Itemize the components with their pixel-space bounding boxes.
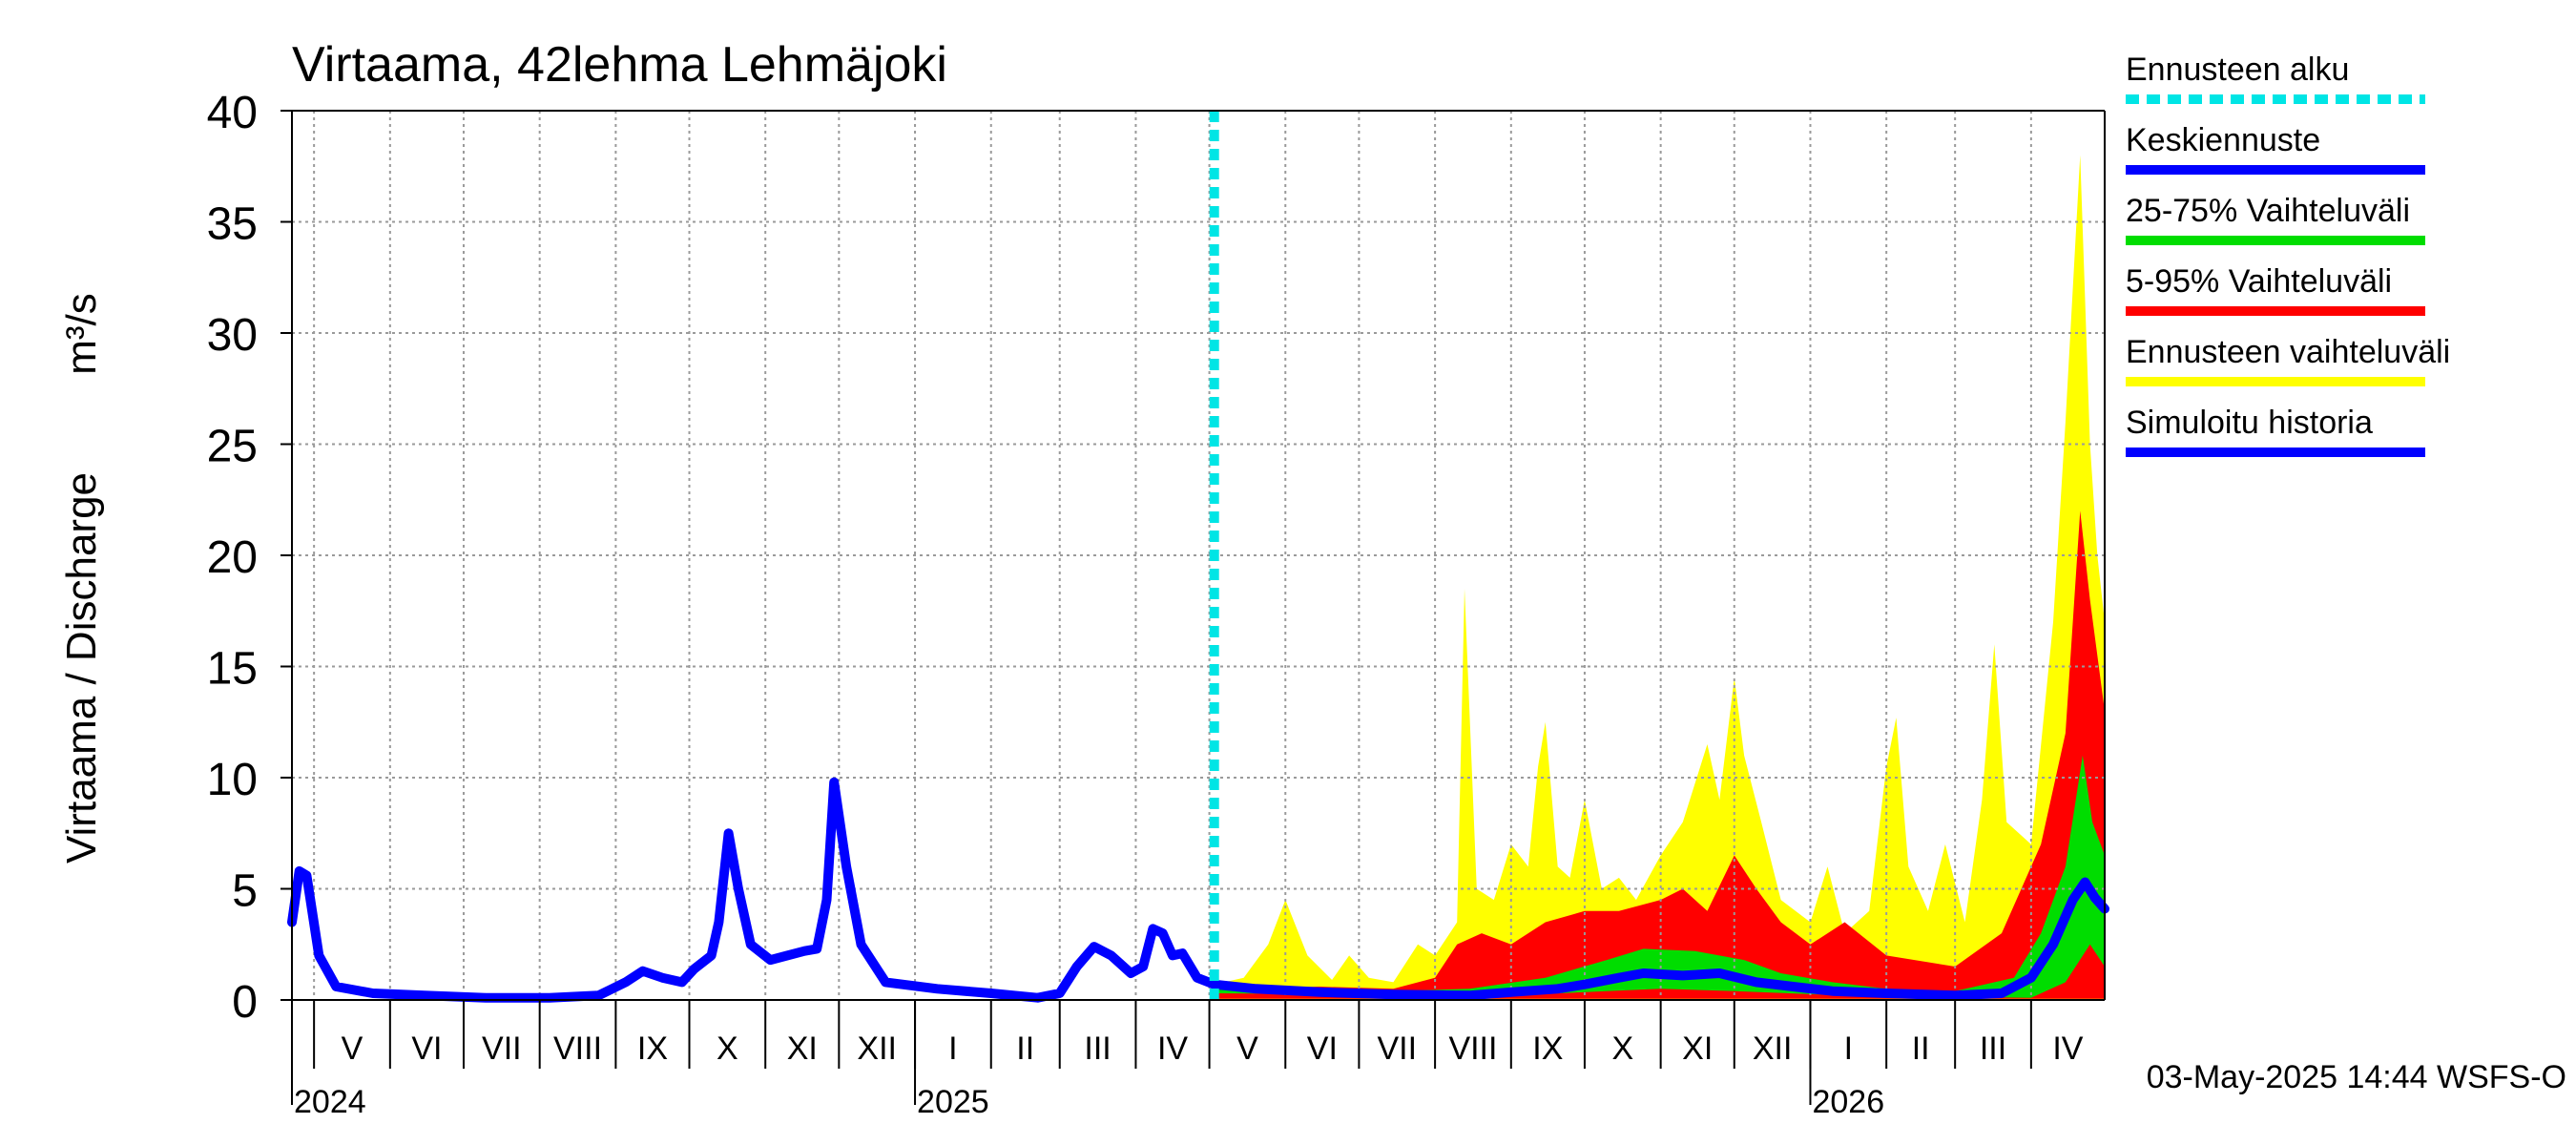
y-axis-unit: m³/s [58,293,105,375]
y-tick-label-3: 15 [207,644,258,695]
series-line-0 [287,777,1219,1003]
series-line-1 [1209,877,2109,1001]
month-label-5: X [717,1030,738,1067]
month-label-2: VII [482,1030,522,1067]
year-label-0: 2024 [294,1084,366,1120]
month-label-4: IX [637,1030,668,1067]
legend-label-3: 5-95% Vaihteluväli [2126,263,2392,300]
grid-lines [292,110,2105,1000]
legend-label-1: Keskiennuste [2126,122,2320,158]
month-label-12: V [1236,1030,1258,1067]
month-label-10: III [1084,1030,1111,1067]
month-label-22: III [1980,1030,2006,1067]
month-label-14: VII [1377,1030,1417,1067]
month-label-15: VIII [1448,1030,1497,1067]
month-label-17: X [1611,1030,1633,1067]
legend-label-2: 25-75% Vaihteluväli [2126,193,2410,229]
month-label-8: I [948,1030,957,1067]
y-tick-label-1: 5 [232,866,258,917]
month-label-20: I [1844,1030,1853,1067]
month-label-11: IV [1157,1030,1188,1067]
series-lines [287,111,2109,1003]
month-label-7: XII [857,1030,897,1067]
y-tick-label-2: 10 [207,755,258,805]
legend-label-0: Ennusteen alku [2126,52,2349,88]
band-1 [1214,510,2105,999]
chart-title: Virtaama, 42lehma Lehmäjoki [292,37,947,93]
month-label-23: IV [2052,1030,2083,1067]
month-label-6: XI [787,1030,818,1067]
month-label-19: XII [1753,1030,1793,1067]
legend: Ennusteen alku Keskiennuste 25-75% Vaihtel… [2126,52,2450,457]
y-tick-label-0: 0 [232,977,258,1028]
y-tick-label-6: 30 [207,310,258,361]
footer-timestamp: 03-May-2025 14:44 WSFS-O [2147,1059,2566,1095]
legend-label-4: Ennusteen vaihteluväli [2126,334,2450,370]
month-label-21: II [1912,1030,1930,1067]
year-label-1: 2025 [917,1084,989,1120]
y-tick-label-8: 40 [207,88,258,138]
y-axis-label: Virtaama / Discharge [58,472,105,864]
month-label-1: VI [411,1030,442,1067]
band-0 [1214,155,2105,1001]
year-label-2: 2026 [1812,1084,1884,1120]
month-label-3: VIII [553,1030,602,1067]
y-tick-label-4: 20 [207,532,258,583]
month-label-0: V [342,1030,364,1067]
legend-label-5: Simuloitu historia [2126,405,2373,441]
y-tick-label-5: 25 [207,422,258,472]
y-tick-label-7: 35 [207,199,258,250]
month-label-16: IX [1532,1030,1563,1067]
month-label-9: II [1016,1030,1034,1067]
month-label-13: VI [1307,1030,1338,1067]
month-label-18: XI [1682,1030,1713,1067]
forecast-bands [1214,155,2105,1001]
